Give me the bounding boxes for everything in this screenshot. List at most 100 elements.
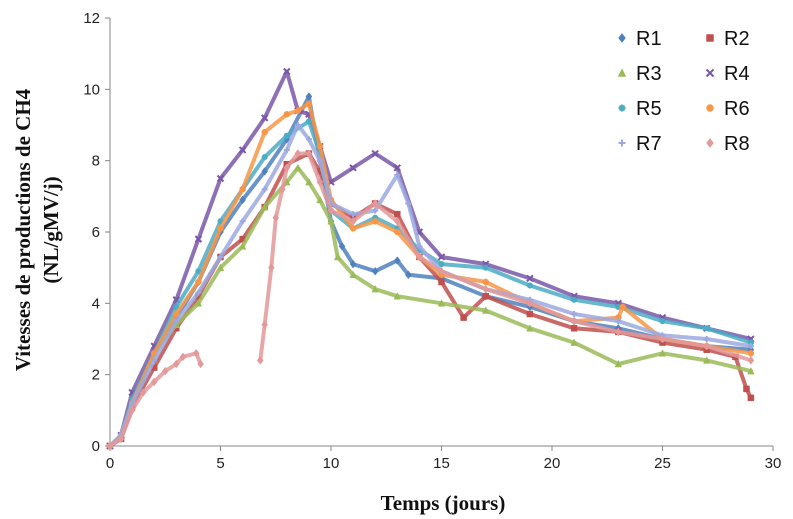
data-point <box>305 149 313 158</box>
data-point <box>194 299 203 307</box>
legend-marker <box>618 139 626 147</box>
data-point <box>305 100 313 107</box>
data-point <box>614 327 622 337</box>
data-point <box>570 325 578 332</box>
data-point <box>260 114 269 122</box>
data-point <box>305 118 312 125</box>
data-point <box>747 343 754 350</box>
data-point <box>393 256 401 265</box>
data-point <box>261 186 268 193</box>
data-point <box>659 318 666 325</box>
legend-item-r8: R8 <box>706 133 750 155</box>
data-point <box>256 356 264 365</box>
data-point <box>394 171 401 178</box>
data-point <box>371 266 379 276</box>
data-point <box>482 284 490 294</box>
legend-item-r5: R5 <box>618 98 662 120</box>
legend-marker <box>617 68 627 77</box>
data-point <box>279 184 286 194</box>
data-point <box>217 225 224 232</box>
data-point <box>117 434 125 444</box>
data-point <box>372 214 379 221</box>
x-tick-label: 30 <box>765 455 782 472</box>
data-point <box>438 261 445 268</box>
legend-marker <box>706 34 714 42</box>
data-point <box>239 186 246 193</box>
data-point <box>173 303 180 310</box>
data-point <box>283 146 290 153</box>
data-point <box>316 143 324 150</box>
data-point <box>283 111 291 118</box>
data-point <box>393 216 401 226</box>
data-point <box>151 357 158 364</box>
data-point <box>394 210 401 218</box>
legend-marker <box>706 104 714 112</box>
data-point <box>614 359 623 368</box>
data-point <box>192 348 200 358</box>
data-point <box>194 235 203 243</box>
data-point <box>261 128 268 136</box>
data-point <box>316 177 324 187</box>
data-point <box>416 246 423 253</box>
legend-label: R2 <box>724 28 750 50</box>
data-point <box>349 216 357 226</box>
data-point <box>371 199 379 208</box>
y-axis-title-group: Vitesses de productions de CH4 (NL/gMV/j… <box>11 88 63 371</box>
data-point <box>526 282 533 289</box>
data-point <box>394 225 401 232</box>
data-point <box>216 174 225 183</box>
data-point <box>570 338 578 346</box>
series-r8 <box>106 149 755 451</box>
data-point <box>106 441 114 451</box>
legend-label: R8 <box>724 133 750 155</box>
data-point <box>571 311 578 318</box>
data-point <box>416 252 423 262</box>
data-point <box>405 200 412 207</box>
data-point <box>217 253 224 260</box>
data-point <box>349 270 357 279</box>
data-point <box>238 146 247 154</box>
data-point <box>173 310 180 318</box>
x-axis-title: Temps (jours) <box>381 491 506 515</box>
y-tick-label: 12 <box>83 10 100 27</box>
data-point <box>195 289 202 296</box>
data-point <box>437 253 446 261</box>
legend-item-r1: R1 <box>618 28 662 50</box>
data-point <box>239 195 246 205</box>
legend-label: R1 <box>636 28 662 50</box>
data-point <box>349 164 357 172</box>
legend-item-r7: R7 <box>618 133 662 155</box>
data-point <box>294 149 302 158</box>
data-point <box>128 406 136 415</box>
data-point <box>283 132 290 139</box>
series-line-r8 <box>108 151 753 448</box>
data-point <box>703 341 711 351</box>
data-point <box>371 218 379 225</box>
data-point <box>161 366 169 376</box>
data-point <box>372 207 379 214</box>
x-tick-label: 15 <box>433 455 450 472</box>
legend-label: R7 <box>636 133 662 155</box>
series-r3 <box>106 163 755 450</box>
data-point <box>316 195 324 204</box>
legend-item-r6: R6 <box>706 98 750 120</box>
x-tick-label: 25 <box>654 455 671 472</box>
legend-label: R3 <box>636 63 662 85</box>
data-point <box>393 292 402 300</box>
data-point <box>571 296 578 303</box>
data-point <box>197 359 204 369</box>
data-point <box>327 206 335 215</box>
data-point <box>619 303 626 311</box>
data-point <box>283 163 291 173</box>
x-tick-label: 0 <box>106 455 114 472</box>
data-point <box>437 299 446 307</box>
legend-marker <box>706 138 714 148</box>
data-point <box>268 263 275 272</box>
data-point <box>350 211 357 218</box>
data-point <box>747 394 755 402</box>
legend: R1 R2 R3 R4 R5 R6 R7 R8 <box>617 28 750 155</box>
data-point <box>272 213 280 223</box>
data-point <box>526 324 534 332</box>
y-tick-label: 4 <box>92 295 100 312</box>
data-point <box>349 259 357 269</box>
